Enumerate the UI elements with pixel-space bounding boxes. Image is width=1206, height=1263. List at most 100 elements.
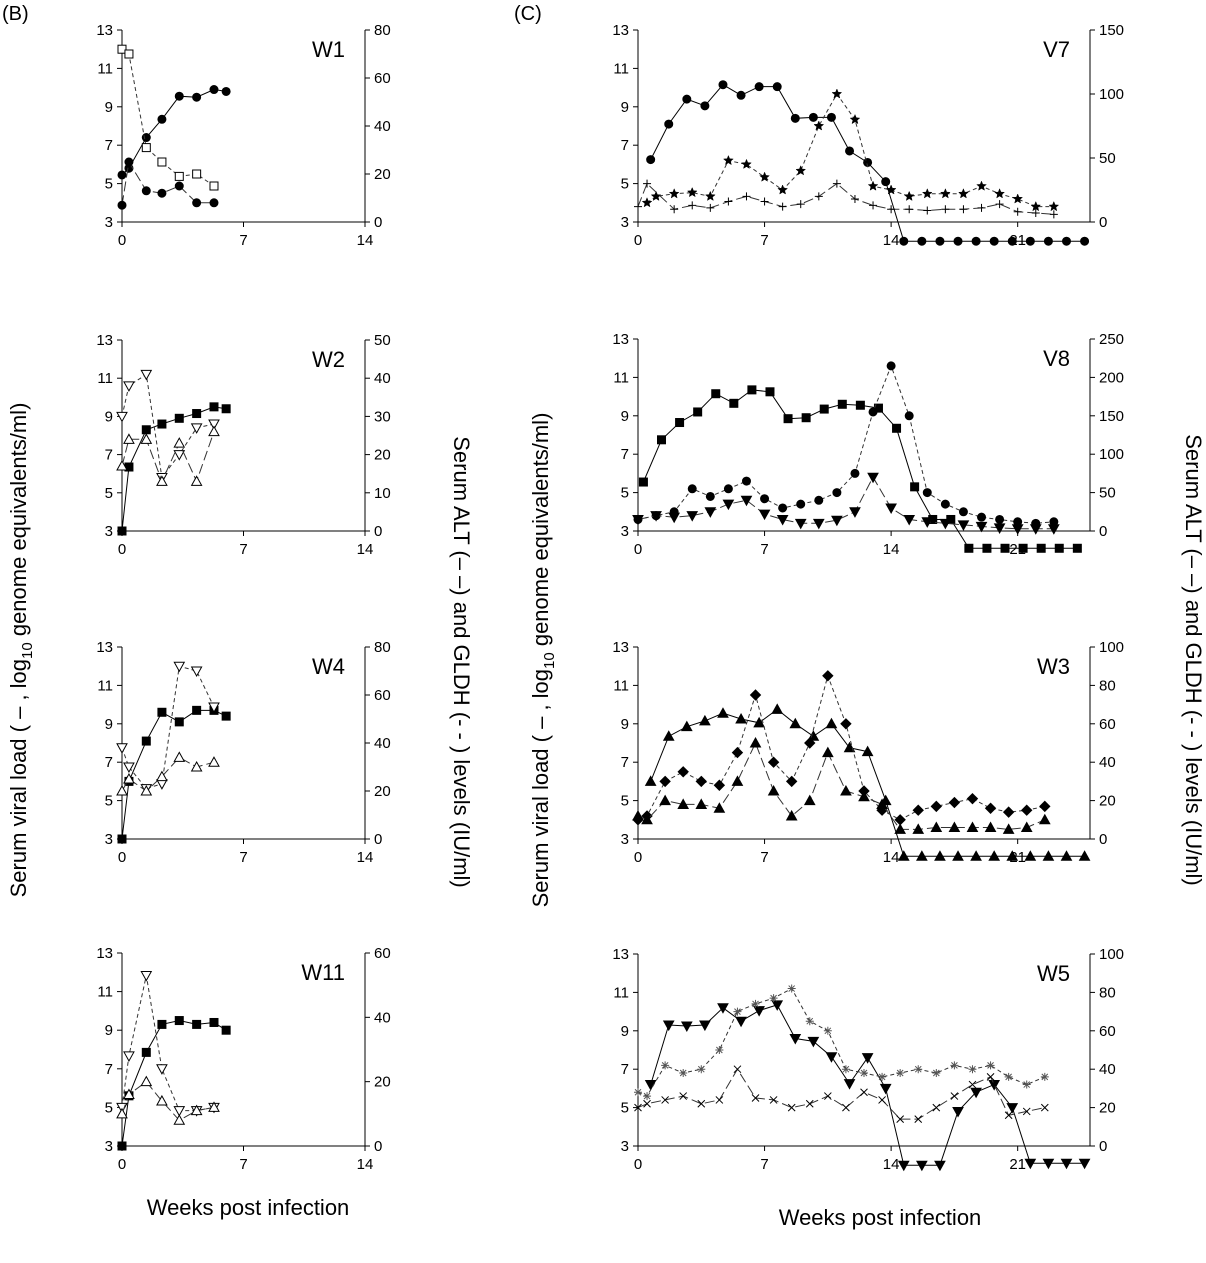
data-point bbox=[1072, 543, 1082, 553]
data-point bbox=[699, 1020, 711, 1032]
y-left-tick-label: 11 bbox=[613, 677, 629, 694]
data-point bbox=[140, 433, 153, 444]
data-point bbox=[905, 205, 914, 214]
data-point bbox=[157, 1019, 167, 1029]
data-point bbox=[695, 798, 708, 809]
x-tick-label: 7 bbox=[760, 541, 768, 558]
series-line bbox=[637, 741, 1045, 830]
data-point bbox=[896, 1115, 905, 1123]
series-3 bbox=[117, 157, 219, 210]
y-left-tick-label: 13 bbox=[612, 946, 629, 963]
data-point bbox=[826, 112, 836, 122]
data-point bbox=[794, 518, 807, 530]
y-right-tick-label: 60 bbox=[1099, 716, 1116, 733]
y-left-tick-label: 3 bbox=[621, 214, 629, 231]
y-right-tick-label: 20 bbox=[1099, 793, 1116, 810]
data-point bbox=[819, 404, 829, 414]
data-point bbox=[646, 155, 656, 165]
series-line bbox=[637, 364, 1054, 524]
data-point bbox=[1078, 850, 1091, 861]
data-point bbox=[670, 205, 679, 214]
data-point bbox=[934, 1160, 946, 1172]
data-point bbox=[823, 1092, 832, 1100]
x-tick-label: 7 bbox=[239, 1156, 247, 1173]
data-point bbox=[1042, 850, 1055, 861]
data-point bbox=[814, 495, 824, 505]
data-point bbox=[876, 798, 888, 809]
data-point bbox=[886, 361, 896, 371]
x-tick-label: 7 bbox=[760, 232, 768, 249]
y-left-tick-label: 13 bbox=[96, 945, 113, 962]
data-point bbox=[940, 499, 950, 509]
data-point bbox=[796, 499, 806, 509]
x-tick-label: 0 bbox=[118, 1156, 126, 1173]
data-point bbox=[970, 1087, 982, 1099]
data-point bbox=[173, 450, 186, 461]
data-point bbox=[1000, 543, 1010, 553]
y-left-tick-label: 5 bbox=[105, 176, 113, 193]
data-point bbox=[697, 1065, 706, 1074]
data-point bbox=[141, 1047, 151, 1057]
y-right-tick-label: 50 bbox=[1099, 150, 1116, 167]
panel-w1: 3 5 7 9 11 13 0 20 40 60 80 0 7 14 W1 bbox=[96, 22, 390, 249]
right-axis-label-c: Serum ALT (– –) and GLDH (- - ) levels (… bbox=[1181, 434, 1206, 886]
data-point bbox=[141, 133, 151, 143]
y-right-tick-label: 100 bbox=[1099, 86, 1124, 103]
data-point bbox=[717, 707, 729, 718]
data-point bbox=[1078, 1158, 1091, 1170]
y-right-tick-label: 20 bbox=[374, 1074, 391, 1091]
series-2 bbox=[633, 361, 1059, 528]
data-point bbox=[641, 813, 653, 825]
data-point bbox=[804, 737, 816, 749]
data-point bbox=[881, 177, 891, 187]
data-point bbox=[1054, 543, 1064, 553]
data-point bbox=[855, 400, 865, 410]
data-point bbox=[805, 1099, 814, 1108]
data-point bbox=[976, 180, 987, 191]
data-point bbox=[988, 1080, 1001, 1091]
series-line bbox=[650, 1004, 1085, 1166]
data-point bbox=[903, 190, 915, 201]
data-point bbox=[741, 476, 751, 486]
panel-w4: 3 5 7 9 11 13 0 20 40 60 80 0 7 14 W4 bbox=[96, 639, 390, 866]
data-point bbox=[917, 236, 927, 246]
data-point bbox=[1006, 1103, 1019, 1114]
series-line bbox=[121, 709, 227, 840]
data-point bbox=[679, 1092, 688, 1100]
panel-w5: 3 5 7 9 11 13 0 20 40 60 80 100 0 7 14 21 W5 bbox=[612, 946, 1124, 1173]
data-point bbox=[116, 411, 128, 423]
data-point bbox=[192, 1019, 202, 1029]
data-point bbox=[695, 775, 707, 788]
panel-label-b: (B) bbox=[2, 3, 29, 25]
data-point bbox=[861, 1053, 874, 1064]
y-right-tick-label: 40 bbox=[1099, 754, 1116, 771]
data-point bbox=[878, 1072, 887, 1081]
data-point bbox=[677, 766, 689, 778]
data-point bbox=[894, 823, 907, 834]
data-point bbox=[742, 192, 751, 201]
data-point bbox=[715, 1096, 724, 1104]
data-point bbox=[805, 1017, 814, 1026]
y-right-tick-label: 0 bbox=[374, 523, 382, 540]
data-point bbox=[644, 1080, 657, 1091]
x-tick-label: 7 bbox=[239, 232, 247, 249]
data-point bbox=[867, 180, 879, 191]
data-point bbox=[749, 736, 762, 748]
data-point bbox=[140, 784, 153, 796]
data-point bbox=[116, 1107, 128, 1119]
data-point bbox=[772, 82, 782, 92]
data-point bbox=[733, 1007, 742, 1016]
series-2 bbox=[116, 661, 220, 795]
data-point bbox=[953, 236, 963, 246]
data-point bbox=[995, 514, 1005, 524]
data-point bbox=[930, 821, 943, 832]
data-point bbox=[174, 717, 184, 727]
data-point bbox=[221, 404, 231, 414]
data-point bbox=[123, 1051, 135, 1062]
y-right-tick-label: 10 bbox=[374, 485, 391, 502]
y-right-tick-label: 80 bbox=[1099, 677, 1116, 694]
data-point bbox=[968, 1080, 977, 1089]
data-point bbox=[966, 821, 979, 832]
data-point bbox=[717, 1003, 729, 1014]
